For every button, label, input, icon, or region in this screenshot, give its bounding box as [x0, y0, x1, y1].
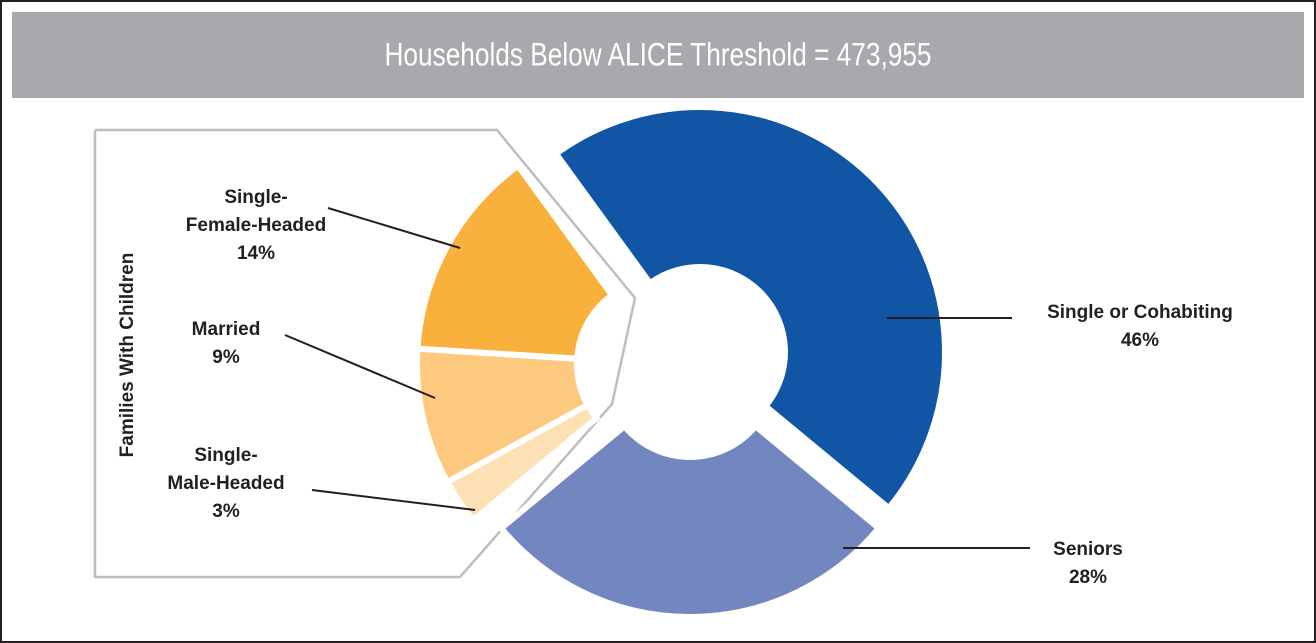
value-label: 9%: [212, 347, 240, 368]
slice-label: Single-: [224, 187, 287, 208]
slice-label: Single or Cohabiting: [1047, 302, 1233, 323]
slice-label: Single-: [194, 445, 257, 466]
donut-slice: [551, 104, 948, 513]
slice-label: Male-Headed: [167, 473, 284, 494]
slice-label: Married: [192, 319, 261, 340]
donut-slice: [496, 421, 884, 620]
group-bracket: [93, 128, 637, 579]
value-label: 3%: [212, 501, 240, 522]
title-bar: [12, 12, 1304, 98]
leader-line: [327, 207, 461, 249]
group-label: Families With Children: [117, 253, 138, 458]
slice-label: Female-Headed: [186, 215, 326, 236]
leader-line: [311, 489, 476, 511]
value-label: 14%: [237, 243, 275, 264]
donut-slice: [414, 161, 617, 362]
leader-line: [284, 334, 436, 399]
value-label: 28%: [1069, 567, 1107, 588]
value-label: 46%: [1121, 330, 1159, 351]
slice-label: Seniors: [1053, 539, 1123, 560]
chart-title: Households Below ALICE Threshold = 473,9…: [384, 38, 931, 73]
